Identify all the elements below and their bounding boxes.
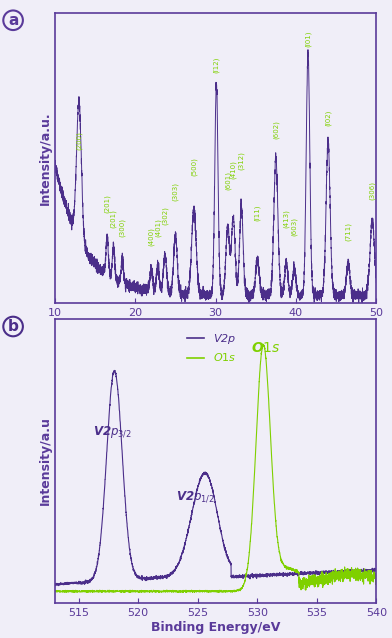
X-axis label: 2θ/degree: 2θ/degree [180, 321, 251, 334]
Text: (ī11): (ī11) [254, 205, 261, 221]
Text: (306): (306) [369, 181, 376, 200]
Text: (303): (303) [172, 182, 179, 202]
Text: (200): (200) [76, 131, 82, 150]
Legend: V2$p$, O$1s$: V2$p$, O$1s$ [183, 327, 240, 368]
Text: (201): (201) [110, 209, 117, 228]
Text: (312): (312) [238, 151, 245, 170]
Text: (711): (711) [345, 222, 352, 241]
Text: (201): (201) [104, 195, 111, 213]
Text: a: a [8, 13, 18, 28]
Text: V2$p_{1/2}$: V2$p_{1/2}$ [176, 489, 215, 505]
Text: O$1s$: O$1s$ [251, 341, 281, 355]
Text: (300): (300) [119, 218, 125, 237]
Text: V2$p_{3/2}$: V2$p_{3/2}$ [93, 424, 132, 440]
Y-axis label: Intensity/a.u.: Intensity/a.u. [39, 111, 52, 205]
Text: b: b [8, 319, 18, 334]
Text: (602): (602) [272, 121, 279, 140]
Text: (413): (413) [283, 209, 290, 228]
Text: (410): (410) [230, 160, 236, 179]
Text: (401): (401) [154, 218, 161, 237]
Y-axis label: Intensity/a.u: Intensity/a.u [39, 417, 52, 505]
Text: (603): (603) [291, 217, 298, 236]
Text: (302): (302) [162, 206, 168, 225]
Text: (500): (500) [191, 158, 197, 176]
X-axis label: Binding Energy/eV: Binding Energy/eV [151, 621, 280, 634]
Text: (ī01): (ī01) [305, 31, 311, 47]
Text: (400): (400) [148, 227, 154, 246]
Text: (ī02): (ī02) [325, 110, 331, 126]
Text: (ī12): (ī12) [213, 57, 220, 73]
Text: (601): (601) [224, 170, 231, 189]
